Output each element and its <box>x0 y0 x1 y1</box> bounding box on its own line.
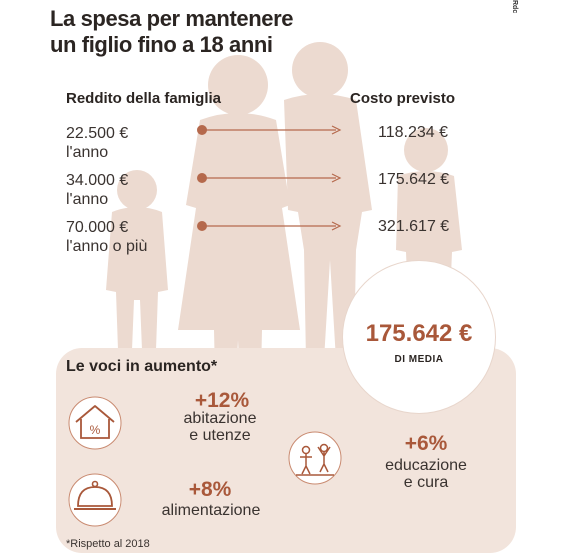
arrow-row-3 <box>197 221 342 231</box>
arrow-row-1 <box>197 125 342 135</box>
increase-label-food-1: alimentazione <box>161 502 261 519</box>
title-line-1: La spesa per mantenere <box>50 6 294 31</box>
svg-text:%: % <box>90 423 101 437</box>
cost-row-3: 321.617 € <box>378 218 450 235</box>
income-value: 22.500 € <box>66 125 129 142</box>
income-period: l'anno <box>66 191 109 208</box>
income-row-2: 34.000 € l'anno <box>66 171 128 209</box>
income-row-1: 22.500 € l'anno <box>66 124 128 162</box>
cost-row-1: 118.234 € <box>378 124 448 141</box>
increase-label-housing-1: abitazione <box>183 410 257 427</box>
cost-row-2: 175.642 € <box>378 171 450 188</box>
income-value: 34.000 € <box>66 172 129 189</box>
increase-label-education-2: e cura <box>403 474 449 491</box>
side-credit: Rdc <box>511 0 518 14</box>
house-percent-icon: % <box>68 396 122 450</box>
food-cloche-icon <box>68 473 122 527</box>
page-title: La spesa per mantenere un figlio fino a … <box>50 6 293 58</box>
cost-column-header: Costo previsto <box>350 90 456 107</box>
increase-pct-food: +8% <box>188 478 232 501</box>
arrow-row-2 <box>197 173 342 183</box>
income-period: l'anno o più <box>66 238 148 255</box>
increase-pct-education: +6% <box>404 432 448 455</box>
income-column-header: Reddito della famiglia <box>66 90 222 107</box>
average-label: DI MEDIA <box>394 353 444 365</box>
increase-pct-housing: +12% <box>194 389 250 412</box>
income-value: 70.000 € <box>66 219 129 236</box>
title-line-2: un figlio fino a 18 anni <box>50 32 273 57</box>
increases-title: Le voci in aumento* <box>66 358 218 375</box>
children-playing-icon <box>288 431 342 485</box>
average-value: 175.642 € <box>365 319 473 347</box>
increase-label-housing-2: e utenze <box>189 427 251 444</box>
income-period: l'anno <box>66 144 109 161</box>
increase-label-education-1: educazione <box>385 457 467 474</box>
footnote: *Rispetto al 2018 <box>66 538 150 550</box>
income-row-3: 70.000 € l'anno o più <box>66 218 147 256</box>
average-cost-badge: 175.642 € DI MEDIA <box>342 260 496 414</box>
